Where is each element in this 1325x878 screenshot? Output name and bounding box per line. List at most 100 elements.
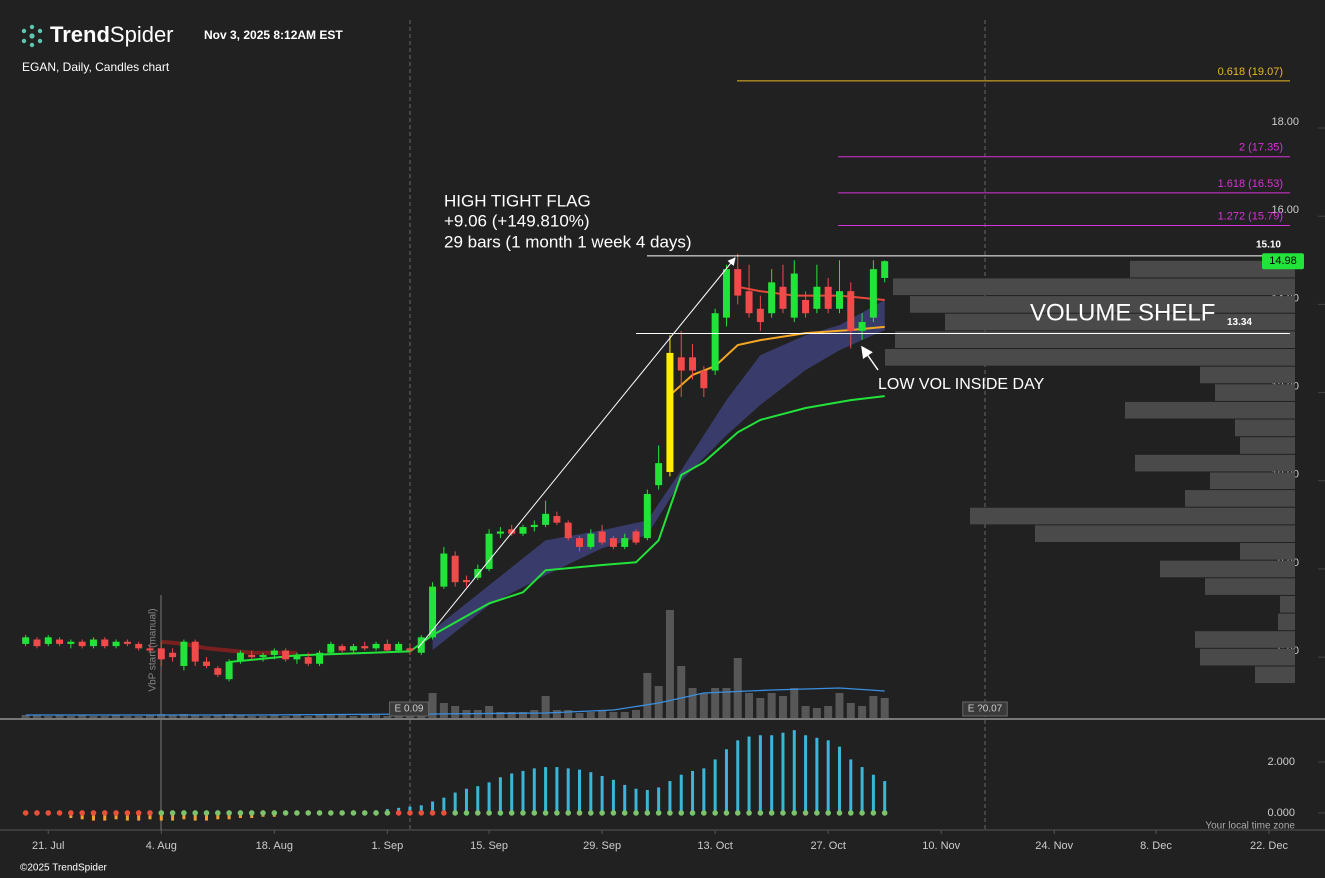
volume-profile-bar — [893, 278, 1295, 296]
osc-bar — [736, 740, 740, 813]
osc-bar — [679, 774, 683, 813]
osc-dot — [384, 810, 391, 816]
volume-bar — [168, 715, 177, 718]
osc-dot — [452, 810, 458, 816]
osc-dot — [689, 810, 696, 816]
osc-dot — [181, 810, 187, 816]
volume-bar — [846, 703, 855, 718]
candle-body — [722, 269, 730, 318]
volume-bar — [349, 716, 358, 718]
level-label: 1.272 (15.79) — [1218, 210, 1283, 222]
volume-bar — [123, 716, 132, 718]
candle-body — [248, 654, 256, 658]
osc-bar — [781, 732, 785, 813]
osc-bar — [589, 772, 593, 813]
osc-dot — [339, 810, 345, 816]
y-tick-label: 18.00 — [1271, 116, 1299, 128]
candle-body — [576, 538, 584, 547]
osc-bar — [668, 781, 672, 813]
osc-bar — [91, 812, 95, 821]
volume-bar — [699, 693, 708, 718]
candle-body — [44, 637, 52, 644]
volume-bar — [383, 716, 392, 718]
osc-bar — [431, 801, 435, 813]
annotation: HIGH TIGHT FLAG — [444, 191, 591, 210]
osc-dot — [814, 810, 820, 816]
osc-bar — [216, 812, 220, 820]
candle-body — [813, 286, 821, 309]
candle-body — [169, 652, 177, 658]
osc-bar — [770, 735, 774, 813]
osc-bar — [837, 746, 841, 813]
overlay-layer: TrendSpider Nov 3, 2025 8:12AM EST EGAN,… — [20, 22, 1295, 874]
osc-dot — [158, 810, 165, 816]
osc-dot — [260, 810, 266, 816]
volume-bar — [688, 688, 697, 718]
vbp-label: VbP start (manual) — [148, 608, 159, 691]
volume-bar — [677, 666, 686, 718]
osc-dot — [644, 810, 651, 816]
earnings-box — [962, 701, 1008, 717]
candle-body — [259, 654, 267, 658]
osc-bar — [792, 730, 796, 813]
volume-bar — [372, 715, 381, 718]
volume-bar — [55, 715, 64, 718]
osc-dot — [237, 810, 244, 816]
osc-bar — [600, 776, 604, 813]
candle-body — [564, 522, 572, 539]
osc-dot — [825, 810, 831, 816]
volume-bar — [247, 716, 256, 718]
volume-profile-bar — [1125, 401, 1295, 419]
moving-average — [229, 395, 885, 663]
brand-light: Spider — [110, 22, 174, 47]
osc-bar — [419, 805, 423, 813]
volume-bar — [824, 706, 833, 718]
osc-dot — [802, 810, 809, 816]
osc-bar — [487, 782, 491, 813]
candle-body — [756, 308, 764, 323]
candle-body — [462, 579, 470, 583]
volume-bar — [552, 710, 561, 718]
candle-body — [689, 357, 697, 371]
osc-dot — [56, 810, 63, 816]
osc-bar — [521, 770, 525, 813]
osc-bar — [578, 769, 582, 813]
osc-bar — [860, 767, 864, 813]
volume-bar — [439, 703, 448, 718]
candle-body — [869, 269, 877, 318]
osc-dot — [554, 810, 560, 816]
volume-profile-bar — [970, 507, 1295, 525]
candle-body — [89, 639, 97, 647]
candle-body — [553, 516, 561, 523]
candle-body — [496, 531, 504, 534]
osc-dot — [723, 810, 730, 816]
candle-body — [609, 538, 617, 547]
osc-dot — [531, 810, 538, 816]
candle-body — [711, 313, 719, 371]
candle-body — [655, 463, 663, 486]
osc-dot — [712, 810, 718, 816]
candle-body — [304, 657, 312, 664]
volume-bar — [790, 688, 799, 718]
osc-dot — [486, 810, 492, 816]
x-tick-label: 1. Sep — [371, 840, 403, 852]
level-label: 1.618 (16.53) — [1218, 178, 1283, 190]
moving-average — [669, 325, 885, 396]
osc-bar — [826, 740, 830, 813]
candle-body — [881, 261, 889, 278]
candle-body — [485, 533, 493, 569]
osc-dot — [361, 810, 368, 816]
volume-bar — [89, 716, 98, 718]
osc-bar — [442, 797, 446, 813]
volume-bar — [134, 716, 143, 718]
volume-bar — [259, 716, 268, 718]
x-tick-label: 29. Sep — [583, 840, 621, 852]
volume-bar — [485, 706, 494, 718]
level-label: 0.618 (19.07) — [1218, 66, 1283, 78]
volume-bar — [609, 712, 618, 718]
x-tick-label: 27. Oct — [810, 840, 845, 852]
osc-dot — [226, 810, 232, 816]
inside-day-arrow — [861, 345, 879, 371]
osc-dot — [599, 810, 605, 816]
background-layer: 21. Jul 4. Aug 18. Aug 1. Sep 15. Sep 29. Sep… — [0, 20, 1325, 852]
